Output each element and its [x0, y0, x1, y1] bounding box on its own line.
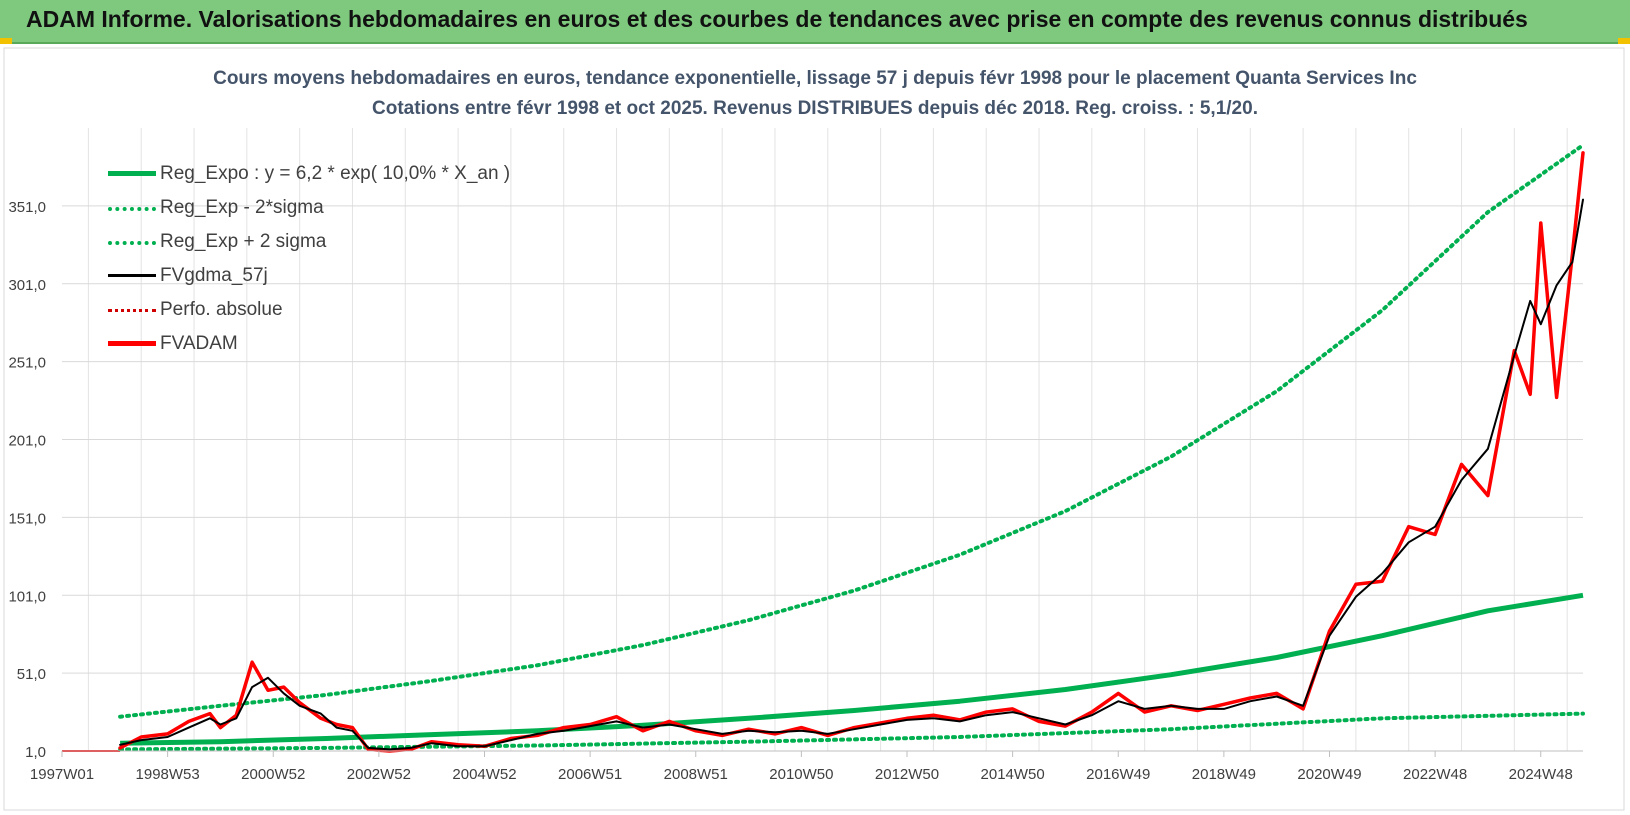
- banner-title: ADAM Informe. Valorisations hebdomadaire…: [26, 6, 1528, 32]
- y-tick-label: 1,0: [25, 744, 46, 761]
- y-tick-label: 301,0: [8, 277, 46, 294]
- x-tick-label: 1998W53: [136, 766, 200, 783]
- y-tick-label: 201,0: [8, 433, 46, 450]
- legend-swatch-reg-expo: [108, 171, 156, 176]
- x-tick-label: 2010W50: [769, 766, 833, 783]
- axis-layer: 1,0 51,0 101,0 151,0 201,0 251,0 301,0 351,0 199…: [8, 199, 1583, 783]
- x-tick-label: 2004W52: [452, 766, 516, 783]
- legend-swatch-reg-exp-plus: [108, 241, 156, 245]
- y-tick-label: 251,0: [8, 355, 46, 372]
- x-tick-label: 2022W48: [1403, 766, 1467, 783]
- series-line-reg-exp-2-sigma: [118, 711, 1585, 752]
- legend-swatch-reg-exp-minus: [108, 207, 156, 211]
- chart-title-line-2: Cotations entre févr 1998 et oct 2025. R…: [372, 98, 1258, 119]
- x-tick-label: 2002W52: [347, 766, 411, 783]
- series-layer: [62, 143, 1585, 753]
- x-tick-label: 1997W01: [30, 766, 94, 783]
- x-tick-label: 2000W52: [241, 766, 305, 783]
- x-tick-label: 2014W50: [981, 766, 1045, 783]
- legend-label-fvgdma: FVgdma_57j: [160, 265, 268, 286]
- legend-label-perfo-absolue: Perfo. absolue: [160, 299, 283, 320]
- chart-title-line-1: Cours moyens hebdomadaires en euros, ten…: [213, 68, 1417, 89]
- x-tick-label: 2018W49: [1192, 766, 1256, 783]
- y-tick-label: 51,0: [17, 666, 46, 683]
- header-banner: ADAM Informe. Valorisations hebdomadaire…: [0, 0, 1630, 44]
- x-tick-label: 2008W51: [664, 766, 728, 783]
- legend-swatch-fvgdma: [108, 274, 156, 277]
- series-line-reg-expo: [120, 592, 1584, 746]
- x-tick-label: 2006W51: [558, 766, 622, 783]
- x-tick-label: 2012W50: [875, 766, 939, 783]
- grid-layer: [62, 128, 1583, 752]
- legend-label-reg-exp-minus: Reg_Exp - 2*sigma: [160, 197, 324, 218]
- legend-swatch-perfo-absolue: [108, 309, 156, 312]
- y-tick-label: 151,0: [8, 510, 46, 527]
- legend-label-fvadam: FVADAM: [160, 333, 238, 354]
- series-line-reg-exp-2-sigma: [118, 143, 1585, 719]
- legend-label-reg-exp-plus: Reg_Exp + 2 sigma: [160, 231, 327, 252]
- y-tick-label: 351,0: [8, 199, 46, 216]
- chart-frame: [3, 47, 1625, 811]
- series-line-fvadam: [118, 151, 1585, 753]
- x-tick-label: 2016W49: [1086, 766, 1150, 783]
- legend-swatch-fvadam: [108, 341, 156, 346]
- x-tick-label: 2024W48: [1509, 766, 1573, 783]
- corner-marker-left: [0, 38, 12, 44]
- series-line-fvgdma-57j: [119, 198, 1584, 751]
- legend-label-reg-expo: Reg_Expo : y = 6,2 * exp( 10,0% * X_an ): [160, 163, 511, 184]
- x-tick-label: 2020W49: [1297, 766, 1361, 783]
- y-tick-label: 101,0: [8, 588, 46, 605]
- corner-marker-right: [1618, 38, 1630, 44]
